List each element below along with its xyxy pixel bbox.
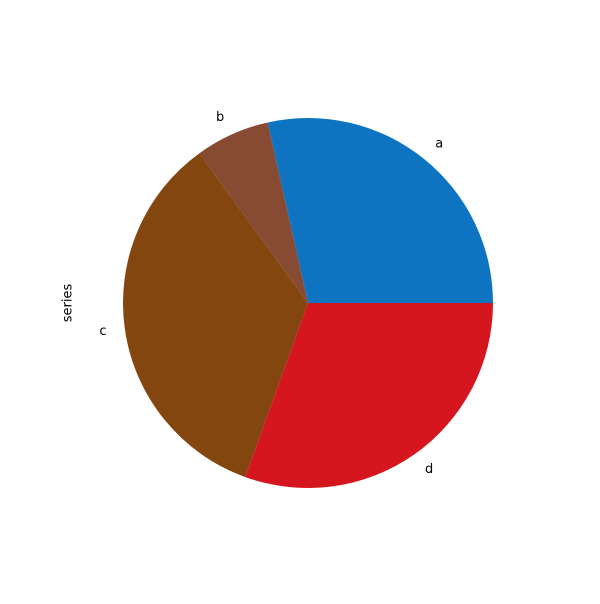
pie-slice-c — [123, 153, 309, 478]
pie-slice-d — [245, 303, 493, 488]
pie-label-a: a — [435, 137, 443, 152]
pie-label-d: d — [425, 462, 433, 477]
pie-slice-b — [199, 122, 308, 303]
pie-slices — [123, 117, 493, 488]
pie-label-b: b — [216, 110, 224, 125]
pie-label-c: c — [99, 324, 106, 339]
pie-slice-a — [267, 117, 493, 303]
y-axis-label: series — [61, 284, 76, 323]
pie-labels: a b c d — [99, 110, 443, 477]
